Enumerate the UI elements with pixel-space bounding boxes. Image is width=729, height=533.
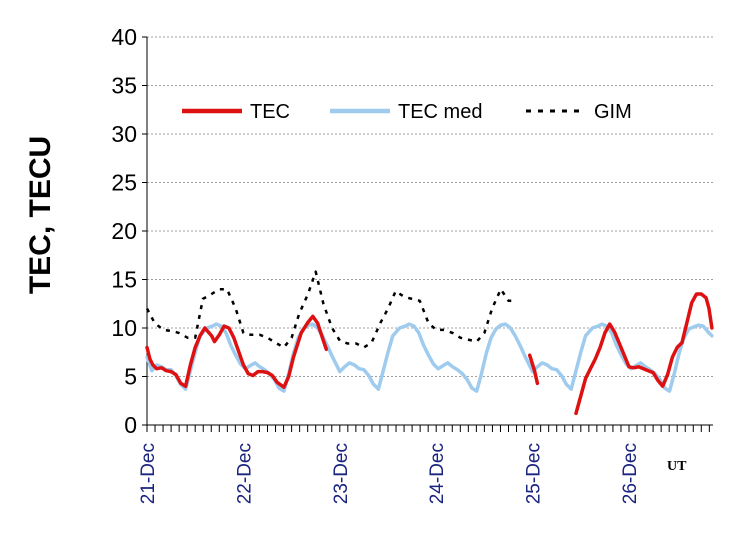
legend: TEC TEC med GIM: [182, 101, 632, 123]
y-tick-label-10: 10: [111, 315, 137, 341]
y-tick-label-30: 30: [111, 121, 137, 147]
series-line-tec-seg2: [574, 292, 714, 416]
x-tick-label-5: 26-Dec: [620, 443, 641, 504]
y-tick-label-5: 5: [124, 364, 137, 390]
grid-lines: [147, 36, 713, 377]
y-tick-label-40: 40: [111, 24, 137, 50]
y-tick-label-35: 35: [111, 73, 137, 99]
x-tick-label-4: 25-Dec: [524, 443, 545, 504]
x-axis-unit-label: UT: [667, 459, 687, 474]
x-axis-ticks: 21-Dec 22-Dec 23-Dec 24-Dec 25-Dec 26-Dec: [138, 425, 710, 504]
legend-label-tec: TEC: [250, 101, 290, 123]
series-line-tec-seg0: [145, 314, 329, 389]
y-tick-label-15: 15: [111, 267, 137, 293]
y-tick-label-25: 25: [111, 170, 137, 196]
legend-label-gim: GIM: [594, 101, 632, 123]
x-tick-label-0: 21-Dec: [138, 443, 159, 504]
y-axis-ticks: 0 5 10 15 20 25 30 35 40: [111, 24, 147, 438]
y-tick-label-0: 0: [124, 412, 137, 438]
legend-label-tec-med: TEC med: [398, 101, 482, 123]
y-axis-label: TEC, TECU: [24, 136, 57, 294]
x-tick-label-3: 24-Dec: [427, 443, 448, 504]
series-line-tec-seg1: [527, 353, 540, 386]
x-tick-label-2: 23-Dec: [331, 443, 352, 504]
y-tick-label-20: 20: [111, 218, 137, 244]
data-series: [145, 270, 714, 416]
x-tick-label-1: 22-Dec: [234, 443, 255, 504]
